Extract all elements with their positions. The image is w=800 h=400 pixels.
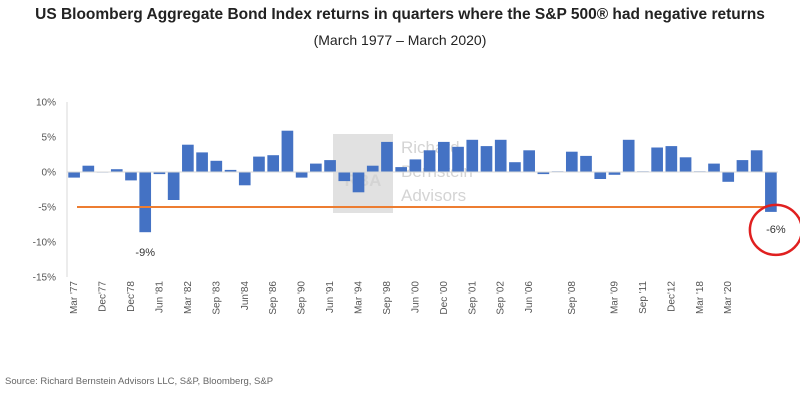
bar <box>523 150 535 172</box>
x-tick-label: Mar '82 <box>183 281 194 314</box>
data-label: -9% <box>135 247 155 259</box>
bar <box>281 130 294 172</box>
x-tick-label: Mar '18 <box>695 281 706 314</box>
bar <box>167 172 180 200</box>
bar <box>210 160 223 172</box>
bar <box>622 139 635 172</box>
bar <box>82 165 95 172</box>
x-tick-label: Sep '02 <box>496 281 507 315</box>
bar <box>267 155 280 172</box>
bar <box>765 172 777 212</box>
highlight-circle <box>748 203 800 257</box>
data-label: -6% <box>766 224 786 236</box>
x-tick-label: Mar '77 <box>69 281 80 314</box>
x-tick-label: Jun '81 <box>154 281 165 313</box>
bar <box>310 163 322 172</box>
bar <box>565 151 578 172</box>
y-tick-label: 5% <box>42 133 57 144</box>
watermark-name-line: Advisors <box>401 186 466 205</box>
bar <box>110 169 123 172</box>
bar <box>608 172 621 175</box>
bar <box>196 152 208 172</box>
bar <box>708 163 720 172</box>
x-tick-label: Dec'77 <box>98 281 109 312</box>
x-tick-label: Dec '00 <box>439 281 450 315</box>
bar <box>423 150 436 172</box>
bar <box>295 172 308 178</box>
bar <box>409 159 422 172</box>
bar <box>494 139 507 172</box>
x-tick-label: Sep '11 <box>638 281 649 314</box>
bar <box>665 146 678 172</box>
bar <box>679 157 692 172</box>
source-note: Source: Richard Bernstein Advisors LLC, … <box>5 376 274 387</box>
bar <box>324 160 336 172</box>
x-tick-label: Sep '83 <box>211 281 222 315</box>
bar <box>736 160 749 172</box>
bar-series <box>67 130 778 233</box>
x-tick-label: Jun '91 <box>325 281 336 313</box>
x-tick-label: Mar '20 <box>723 281 734 314</box>
x-tick-label: Sep '01 <box>467 281 478 315</box>
y-tick-label: -15% <box>33 273 56 284</box>
x-tick-label: Jun '06 <box>524 281 535 313</box>
x-tick-label: Jun'84 <box>240 281 251 311</box>
x-tick-label: Dec'78 <box>126 281 137 312</box>
y-tick-label: 10% <box>36 98 56 109</box>
bar <box>224 169 237 172</box>
bar <box>125 172 137 181</box>
x-tick-label: Sep '90 <box>297 281 308 315</box>
bar <box>352 172 365 193</box>
bar <box>153 172 166 175</box>
y-tick-label: -10% <box>33 238 56 249</box>
bar <box>381 141 393 172</box>
chart-subtitle: (March 1977 – March 2020) <box>313 32 487 48</box>
x-tick-label: Sep '98 <box>382 281 393 315</box>
bar <box>437 141 450 172</box>
bar <box>594 172 607 179</box>
bar <box>509 162 521 172</box>
annotations: -9% -6% <box>135 203 800 259</box>
y-axis: 10% 5% 0% -5% -10% -15% <box>33 98 68 284</box>
bar <box>253 156 265 172</box>
bar <box>139 172 152 233</box>
x-tick-label: Sep '86 <box>268 281 279 315</box>
bar <box>651 147 663 172</box>
bar <box>182 144 194 172</box>
x-tick-label: Dec'12 <box>666 281 677 312</box>
bar <box>537 172 550 175</box>
bar <box>480 146 493 172</box>
x-axis: Mar '77 Dec'77 Dec'78 Jun '81 Mar '82 Sep '83… <box>69 281 734 315</box>
y-tick-label: -5% <box>38 203 56 214</box>
chart-title: US Bloomberg Aggregate Bond Index return… <box>35 6 765 23</box>
bar <box>68 172 80 178</box>
bar <box>750 150 763 172</box>
bar <box>580 155 592 172</box>
bar <box>722 172 735 182</box>
bar <box>338 172 351 182</box>
bar <box>395 167 408 172</box>
bar-chart: RBARichardBernsteinAdvisors 10%5%0%-5%-1… <box>33 98 800 315</box>
x-tick-label: Mar '09 <box>609 281 620 314</box>
x-tick-label: Mar '94 <box>354 281 365 314</box>
x-tick-label: Sep '08 <box>567 281 578 315</box>
y-tick-label: 0% <box>42 168 57 179</box>
bar <box>366 165 379 172</box>
bar <box>452 146 464 172</box>
bar <box>466 139 479 172</box>
x-tick-label: Jun '00 <box>410 281 421 313</box>
bar <box>238 172 251 186</box>
